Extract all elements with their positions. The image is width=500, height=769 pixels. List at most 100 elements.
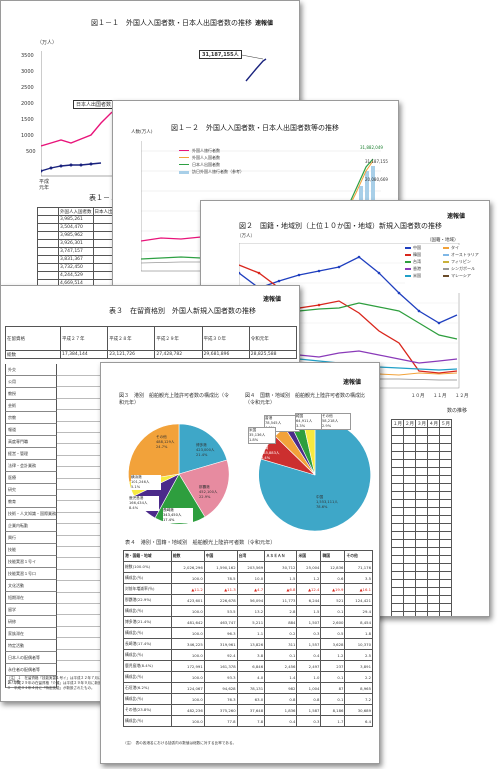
category-row-label: 教授 (5, 388, 57, 400)
table-cell: 884 (264, 616, 298, 628)
table-cell: 87 (320, 682, 346, 694)
table-cell: 0.6 (320, 572, 346, 584)
table-cell: ▲16.1 (344, 583, 373, 595)
category-row-label: 法律・会計業務 (5, 460, 57, 472)
table-cell: 那覇港(22.9%) (123, 594, 172, 606)
table-cell: 1.2 (320, 649, 346, 661)
table-cell: 3,628 (320, 638, 346, 650)
table-cell: 93.3 (203, 671, 238, 683)
table-row: 対前年増減率(％) ▲11.2 ▲11.3 ▲4.7 ▲6.8 ▲12.4 ▲19.9 ▲16… (123, 583, 373, 595)
table-cell: 10,370 (344, 638, 373, 650)
table-cell: 0.1 (264, 649, 298, 661)
value-label: 31,882,049 (360, 145, 383, 150)
table-cell: 172,991 (170, 660, 205, 672)
table-cell: 1.5 (264, 572, 298, 584)
table-cell: 463,747 (203, 616, 238, 628)
table-cell: 25,004 (296, 561, 322, 573)
table-cell: 8,186 (320, 704, 346, 716)
table-cell: 76.3 (203, 693, 238, 705)
category-row-label: 宗教 (5, 412, 57, 424)
category-row-label: 文化活動 (5, 580, 57, 592)
category-row-label: 定住者 (5, 676, 57, 688)
table-cell: 100.0 (170, 572, 205, 584)
data-table-5: 港・国籍・地域 総数 中国 台湾 ＡＳＥＡＮ 米国 韓国 その他 総数(100.0%) 2,026… (123, 550, 373, 727)
table-cell: 長崎港(17.4%) (123, 638, 172, 650)
category-row-label: 永住者の配偶者等 (5, 664, 57, 676)
table-header-cell: 総数 (170, 550, 205, 562)
table-cell: 1,590,162 (203, 561, 238, 573)
table-cell: 1,557 (296, 638, 322, 650)
table-header-cell: 韓国 (320, 550, 346, 562)
table-cell: 博多港(21.4%) (123, 616, 172, 628)
table-cell: 3.5 (344, 572, 373, 584)
table-cell: 2.2 (344, 671, 373, 683)
table-cell: 482,236 (170, 704, 205, 716)
table-note: （注） 表の各港名における括弧内の数値は総数に対する比率である。 (123, 741, 237, 745)
category-row-label: 高度専門職 (5, 436, 57, 448)
table-cell: 100.0 (170, 671, 205, 683)
table-cell: 1,836 (264, 704, 298, 716)
table-cell: 構成比(％) (123, 715, 172, 727)
table-cell: 1,507 (296, 616, 322, 628)
category-row-label: 教育 (5, 496, 57, 508)
table-header-cell: 台湾 (236, 550, 266, 562)
table-cell: 7.8 (236, 715, 266, 727)
pie-chart-countries (258, 418, 371, 532)
table-header-cell: その他 (344, 550, 373, 562)
table-row: 構成比(％) 100.0 93.3 4.0 1.4 1.0 0.1 2.2 (123, 671, 373, 683)
table-cell: 53.5 (203, 605, 238, 617)
category-column: 外交 公用 教授 芸術 宗教 報道 高度専門職 経営・管理 法律・会計業務 医療 研究 教育 技術・人文… (5, 364, 297, 688)
table-header-row: 港・国籍・地域 総数 中国 台湾 ＡＳＥＡＮ 米国 韓国 その他 (123, 550, 373, 562)
table-cell: 8,965 (344, 682, 373, 694)
table-cell: ▲6.8 (264, 583, 298, 595)
table-cell: 3.8 (236, 649, 266, 661)
table-cell: 94,628 (203, 682, 238, 694)
category-row-label: 留学 (5, 604, 57, 616)
table-cell: 石垣港(6.2%) (123, 682, 172, 694)
table-row: 長崎港(17.4%) 346,225 319,961 13,826 311 1,557 3,… (123, 638, 373, 650)
table-cell: ▲4.7 (236, 583, 266, 595)
table-cell: 0.2 (264, 627, 298, 639)
table-cell: 63.0 (236, 693, 266, 705)
page-title: 表３ 在留資格別 外国人新規入国者数の推移 (109, 307, 256, 315)
table-cell: 30,689 (344, 704, 373, 716)
pie1-label: 博多港 423,000人 21.4% (196, 443, 215, 457)
pie1-title: 図３ 港別 船舶観光上陸許可者数の構成比（令和元年） (119, 393, 230, 406)
pie1-label: 長崎港 343,450人 17.4% (163, 508, 193, 523)
table-cell: 423,601 (170, 594, 205, 606)
legend-title: （国籍・地域） (427, 238, 459, 243)
table-cell: 0.4 (296, 649, 322, 661)
pie1-label: その他 488,129人 24.7% (156, 435, 175, 449)
data-table-1: 外国人入国者数 日本人出国者数 3,985,261 3,504,470 3,985… (37, 207, 128, 296)
table-cell: 30,712 (264, 561, 298, 573)
category-row-label: 技能 (5, 544, 57, 556)
category-row-label: 報道 (5, 424, 57, 436)
table-cell: 124,421 (344, 594, 373, 606)
table-header-cell: ＡＳＥＡＮ (264, 550, 298, 562)
table-row: 構成比(％) 100.0 92.4 3.8 0.1 0.4 1.2 2.5 (123, 649, 373, 661)
table-row: 石垣港(6.2%) 124,067 94,628 78,131 982 1,004 87 8,… (123, 682, 373, 694)
pie2-label: その他 58,218人 2.9% (321, 413, 351, 430)
table-row: 構成比(％) 100.0 77.8 7.8 0.4 0.3 1.7 6.4 (123, 715, 373, 727)
series-pink-line (41, 105, 122, 147)
table-cell: その他(23.8%) (123, 704, 172, 716)
table-cell: 2,026,296 (170, 561, 205, 573)
table-cell: 13.2 (236, 605, 266, 617)
table-row: 鹿児島港(8.4%) 172,991 161,378 6,846 2,456 2,497 2… (123, 660, 373, 672)
table-cell: 0.8 (296, 693, 322, 705)
table-cell: 構成比(％) (123, 605, 172, 617)
pie-slice-naha (178, 459, 230, 518)
data-table-3: １月 ２月 ３月 ４月 ５月 (391, 419, 452, 616)
table-cell: 0.8 (264, 693, 298, 705)
table-cell: 521 (320, 594, 346, 606)
callout-label: 31,187,155人 (199, 50, 242, 59)
table-cell: 1.7 (320, 715, 346, 727)
table-header-cell: 米国 (296, 550, 322, 562)
pie2-label: 中国 1,553,111人 78.6% (316, 495, 338, 509)
category-row-label: 技能実習１号ロ (5, 568, 57, 580)
table-cell: 237 (320, 660, 346, 672)
table-cell: 6,244 (296, 594, 322, 606)
table-row: 構成比(％) 100.0 96.3 1.1 0.2 0.3 0.5 1.8 (123, 627, 373, 639)
pie-slice-hakata (178, 423, 228, 475)
category-row-label: 経営・管理 (5, 448, 57, 460)
